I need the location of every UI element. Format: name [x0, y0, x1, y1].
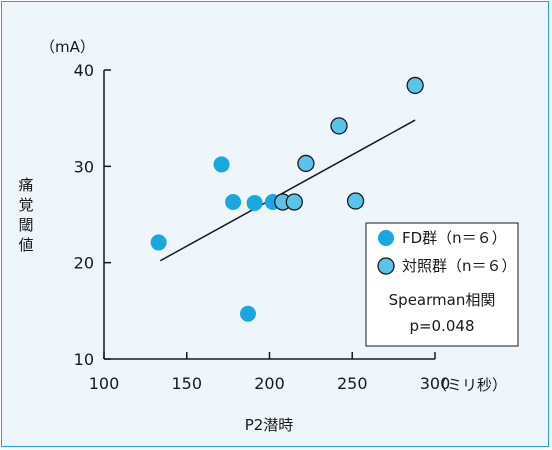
fd-data-point [246, 194, 263, 211]
control-data-point [330, 117, 348, 135]
y-axis-label-char: 痛 [18, 176, 33, 194]
control-data-point [285, 193, 303, 211]
regression-line [159, 119, 416, 262]
x-axis-unit: （ミリ秒） [432, 376, 507, 394]
control-data-point [346, 192, 365, 210]
y-axis-label-char: 覚 [18, 196, 33, 214]
y-axis-label: 痛覚閾値 [18, 176, 33, 254]
legend: FD群（n＝６） 対照群（n＝６） Spearman相関 p=0.048 [365, 222, 519, 347]
legend-marker-control [377, 257, 395, 275]
y-tick-label-40: 40 [74, 61, 94, 80]
data-points [150, 76, 424, 322]
control-data-point [297, 154, 315, 173]
regression-group [159, 119, 416, 262]
annotation-p-value: p=0.048 [409, 317, 474, 335]
x-tick-label-200: 200 [254, 374, 285, 393]
ticks: 100 150 200 250 300 10 20 30 40 [74, 61, 451, 393]
x-axis-label: P2潜時 [245, 416, 294, 434]
y-axis-label-char: 閾 [18, 216, 33, 234]
x-tick-label-250: 250 [337, 374, 368, 393]
fd-data-point [225, 193, 242, 210]
y-axis-label-char: 値 [18, 236, 33, 254]
legend-label-fd: FD群（n＝６） [402, 229, 507, 247]
fd-data-point [213, 156, 230, 173]
x-tick-label-300: 300 [420, 374, 451, 393]
legend-marker-fd [378, 230, 394, 246]
fd-data-point [150, 234, 167, 251]
annotation-spearman: Spearman相関 [389, 291, 496, 309]
y-axis-unit: （mA） [40, 38, 95, 56]
control-data-point [406, 76, 424, 95]
x-tick-label-100: 100 [89, 374, 120, 393]
x-tick-label-150: 150 [171, 374, 202, 393]
legend-label-control: 対照群（n＝６） [402, 257, 517, 275]
fd-data-point [239, 305, 256, 322]
y-tick-label-20: 20 [74, 254, 94, 273]
y-tick-label-10: 10 [74, 350, 94, 369]
y-tick-label-30: 30 [74, 157, 94, 176]
